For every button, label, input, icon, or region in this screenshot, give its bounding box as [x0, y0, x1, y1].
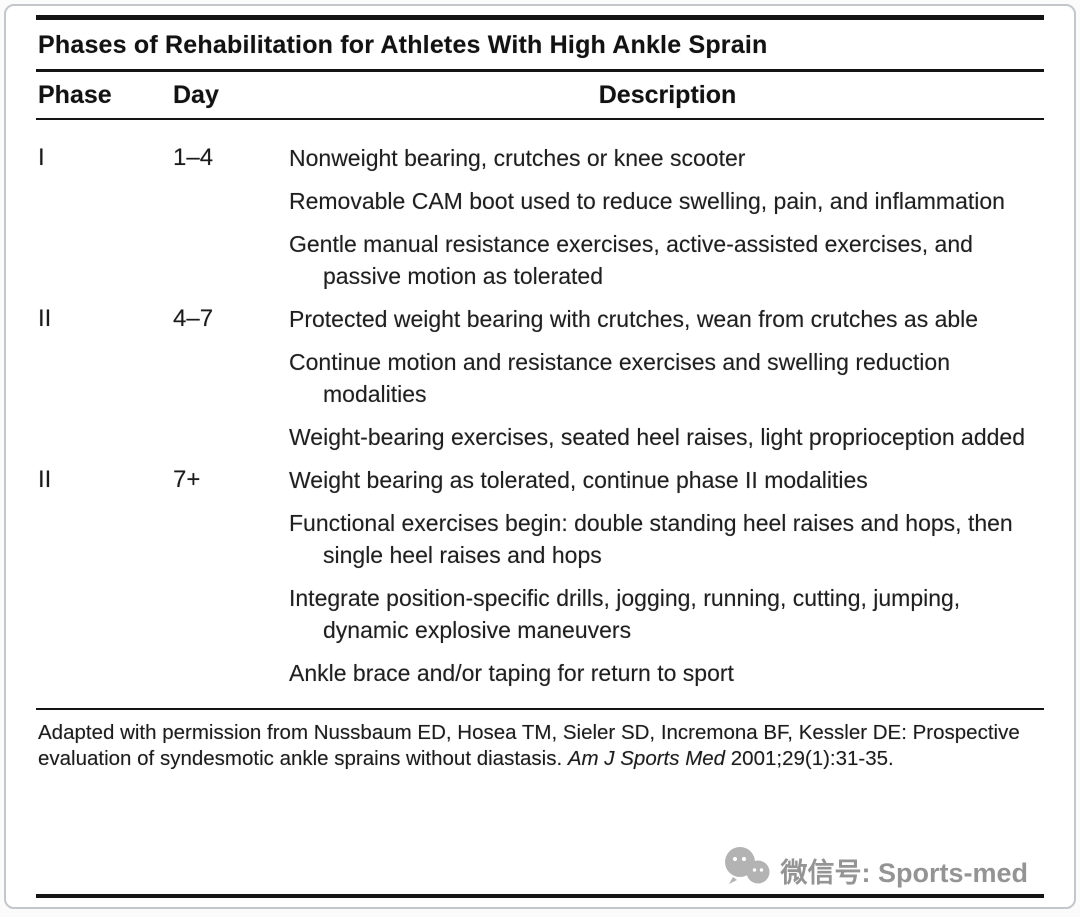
description-cell: Weight bearing as tolerated, continue ph… [289, 464, 1044, 700]
table-row: I 1–4 Nonweight bearing, crutches or kne… [36, 142, 1044, 303]
description-item: Gentle manual resistance exercises, acti… [289, 231, 973, 289]
top-rule [36, 15, 1044, 20]
column-header-phase: Phase [38, 81, 112, 109]
description-item: Continue motion and resistance exercises… [289, 349, 950, 407]
header-rule [36, 118, 1044, 120]
description-item: Weight-bearing exercises, seated heel ra… [289, 424, 1026, 450]
description-item: Ankle brace and/or taping for return to … [289, 660, 734, 686]
table-title: Phases of Rehabilitation for Athletes Wi… [38, 31, 768, 59]
wechat-watermark: 微信号: Sports-med [719, 839, 1028, 893]
column-header-day: Day [173, 81, 219, 109]
day-cell: 7+ [173, 466, 201, 493]
table-figure: Phases of Rehabilitation for Athletes Wi… [4, 4, 1076, 909]
description-item: Removable CAM boot used to reduce swelli… [289, 188, 1005, 214]
day-cell: 1–4 [173, 144, 214, 171]
footnote-rule [36, 708, 1044, 710]
footnote-text: Adapted with permission from Nussbaum ED… [38, 721, 1020, 770]
description-item: Nonweight bearing, crutches or knee scoo… [289, 145, 746, 171]
description-item: Weight bearing as tolerated, continue ph… [289, 467, 868, 493]
phase-cell: II [38, 466, 52, 493]
table-body: I 1–4 Nonweight bearing, crutches or kne… [36, 120, 1044, 704]
footnote-citation: 2001;29(1):31-35. [725, 747, 894, 770]
description-cell: Nonweight bearing, crutches or knee scoo… [289, 142, 1044, 303]
column-header-description: Description [598, 81, 737, 109]
description-item: Integrate position-specific drills, jogg… [289, 585, 961, 643]
table-row: II 4–7 Protected weight bearing with cru… [36, 303, 1044, 464]
day-cell: 4–7 [173, 305, 214, 332]
bottom-rule [36, 894, 1044, 898]
description-cell: Protected weight bearing with crutches, … [289, 303, 1044, 464]
footnote-journal: Am J Sports Med [567, 747, 726, 770]
table-header-row: Phase Day Description [36, 72, 1044, 118]
wechat-icon [725, 847, 770, 884]
table-row: II 7+ Weight bearing as tolerated, conti… [36, 464, 1044, 700]
title-rule [36, 69, 1044, 72]
description-item: Protected weight bearing with crutches, … [289, 306, 979, 332]
phase-cell: II [38, 305, 52, 332]
phase-cell: I [38, 144, 45, 171]
description-item: Functional exercises begin: double stand… [289, 510, 1013, 568]
footnote: Adapted with permission from Nussbaum ED… [36, 710, 1040, 772]
watermark-label: 微信号: Sports-med [780, 858, 1028, 888]
